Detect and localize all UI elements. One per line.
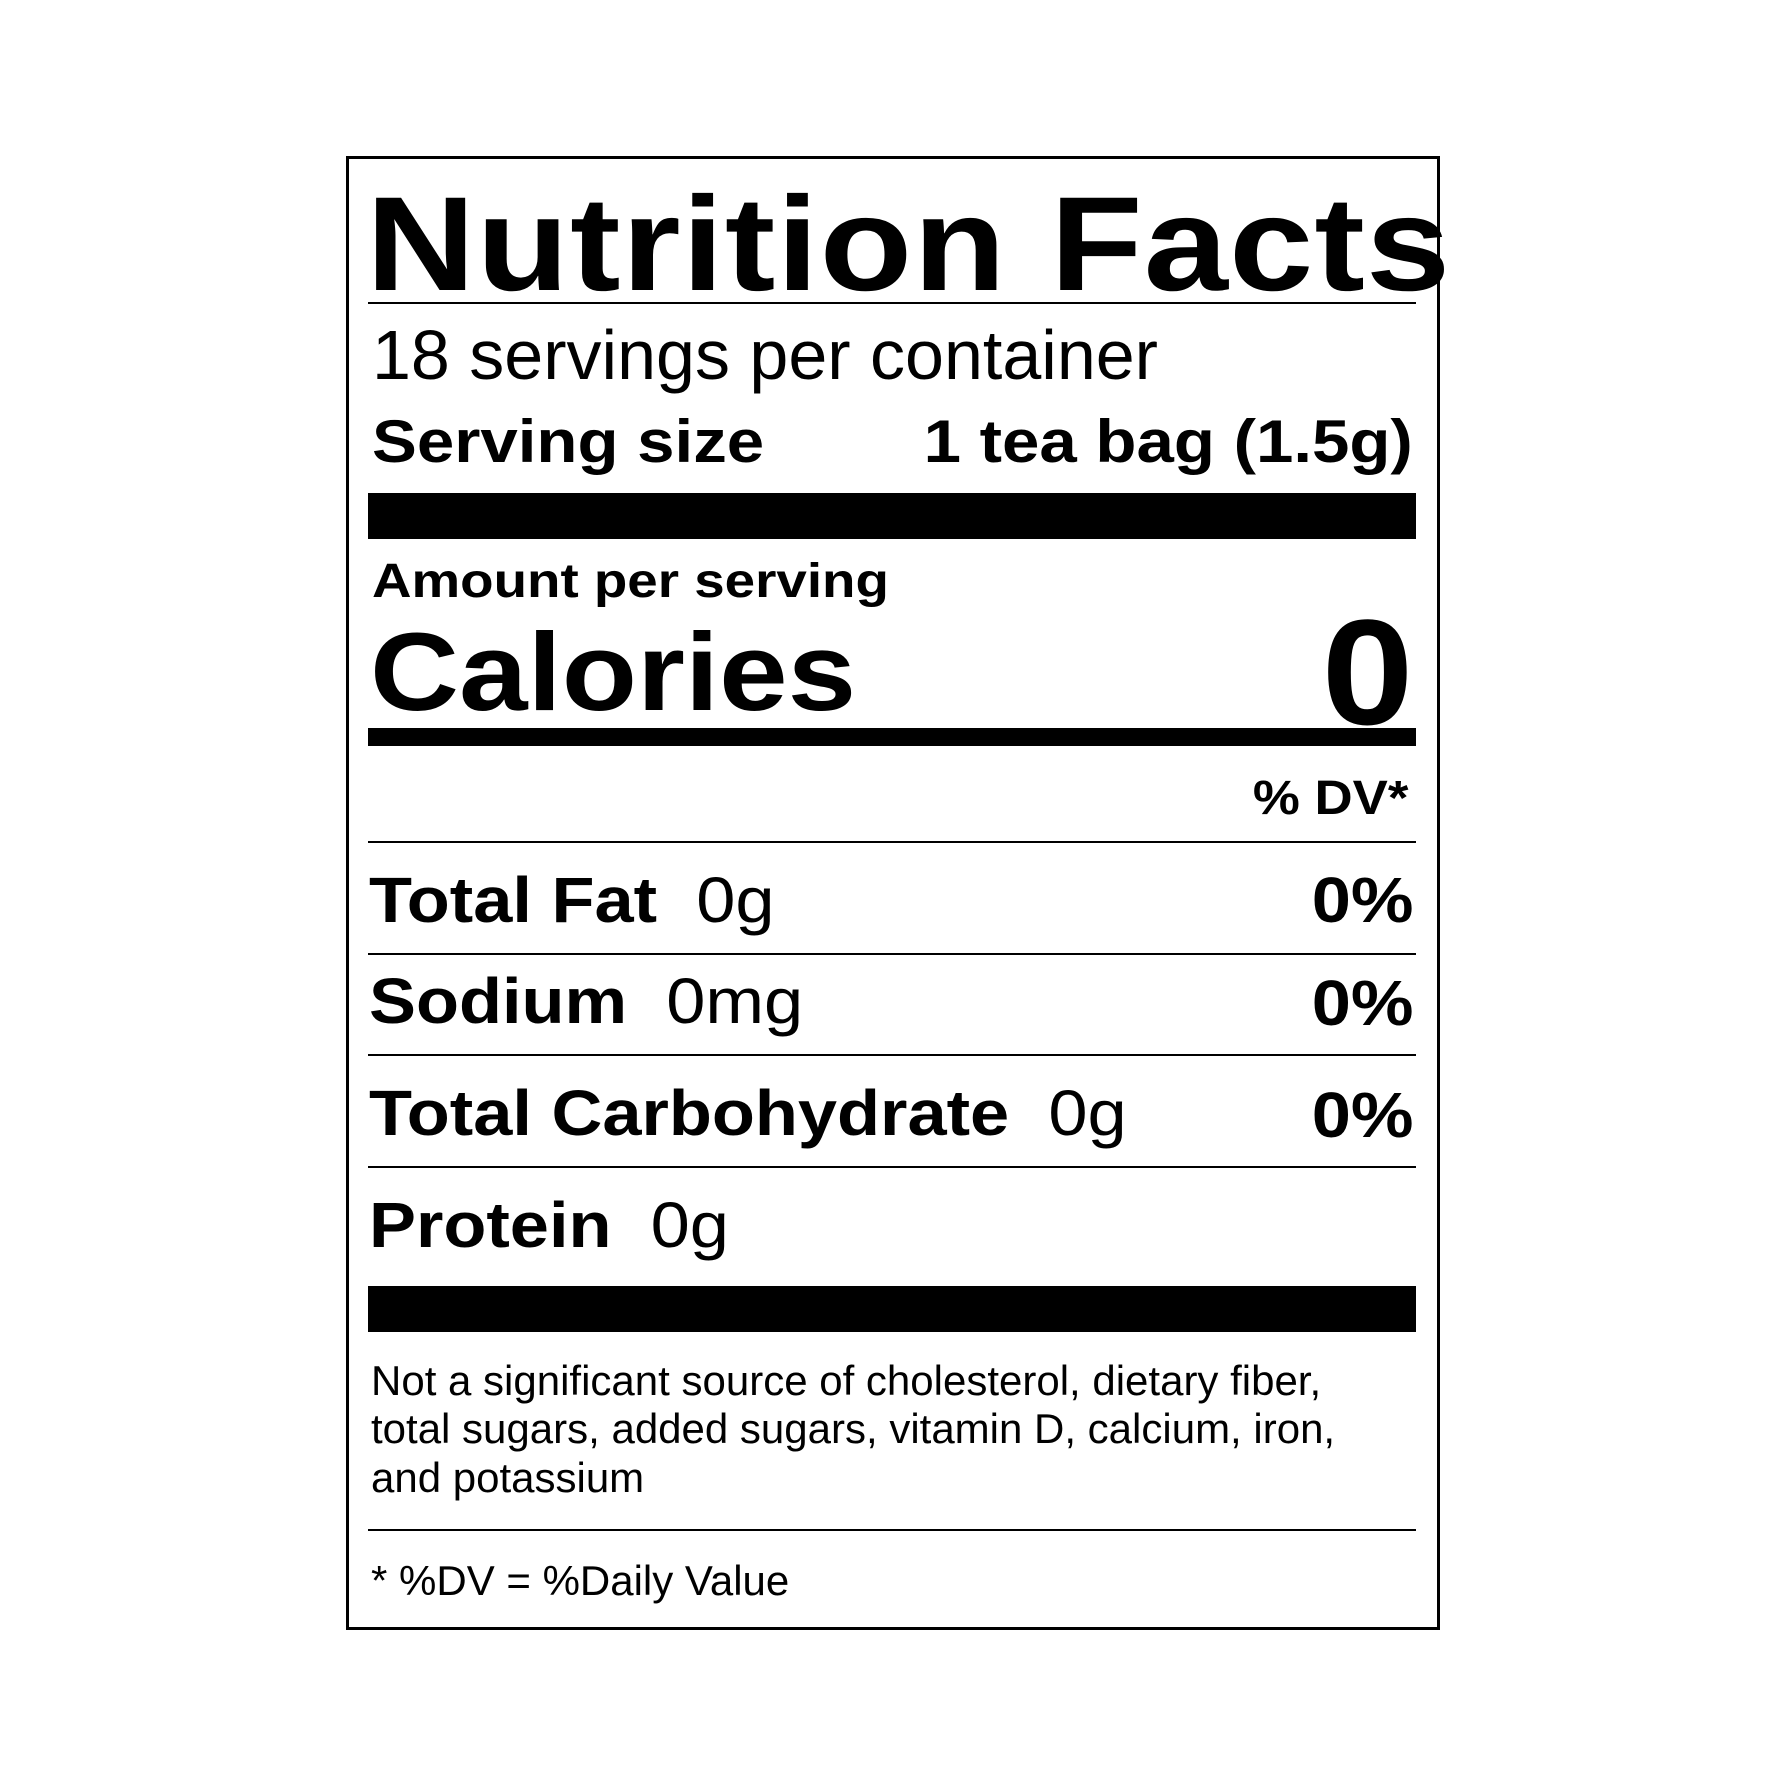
nutrient-line: Total Carbohydrate 0g bbox=[369, 1081, 1127, 1145]
calories-value: 0 bbox=[1321, 588, 1413, 756]
spacer bbox=[1009, 1077, 1048, 1149]
footnote-line: Not a significant source of cholesterol,… bbox=[371, 1357, 1322, 1404]
divider-thick bbox=[368, 1286, 1416, 1332]
divider-thin bbox=[368, 1529, 1416, 1531]
nutrient-amount: 0g bbox=[1048, 1077, 1127, 1149]
nutrient-name: Total Carbohydrate bbox=[369, 1077, 1010, 1149]
label-title: Nutrition Facts bbox=[366, 170, 1452, 319]
nutrient-line: Protein 0g bbox=[369, 1193, 729, 1257]
nutrient-name: Total Fat bbox=[369, 864, 658, 936]
servings-per-container: 18 servings per container bbox=[372, 316, 1158, 394]
spacer bbox=[657, 864, 696, 936]
nutrient-dv: 0% bbox=[1311, 864, 1413, 936]
dv-header: % DV* bbox=[1252, 772, 1408, 825]
serving-size-label: Serving size bbox=[372, 408, 765, 475]
nutrient-dv: 0% bbox=[1311, 967, 1413, 1039]
footnote-line: and potassium bbox=[371, 1454, 645, 1501]
divider-thin bbox=[368, 302, 1416, 304]
divider-medium bbox=[368, 728, 1416, 746]
footnote-line: total sugars, added sugars, vitamin D, c… bbox=[371, 1405, 1336, 1452]
nutrient-amount: 0g bbox=[650, 1189, 729, 1261]
nutrient-amount: 0g bbox=[696, 864, 775, 936]
nutrient-line: Sodium 0mg bbox=[369, 969, 803, 1033]
divider-thin bbox=[368, 841, 1416, 843]
nutrition-label-border bbox=[346, 156, 1440, 1630]
nutrient-name: Protein bbox=[369, 1189, 612, 1261]
calories-label: Calories bbox=[370, 611, 857, 734]
amount-per-serving: Amount per serving bbox=[372, 555, 889, 608]
nutrient-line: Total Fat 0g bbox=[369, 868, 775, 932]
divider-thin bbox=[368, 1166, 1416, 1168]
divider-thin bbox=[368, 953, 1416, 955]
spacer bbox=[612, 1189, 651, 1261]
nutrient-dv: 0% bbox=[1311, 1079, 1413, 1151]
nutrient-amount: 0mg bbox=[666, 965, 804, 1037]
divider-thin bbox=[368, 1054, 1416, 1056]
nutrient-name: Sodium bbox=[369, 965, 628, 1037]
serving-size-value: 1 tea bag (1.5g) bbox=[923, 408, 1413, 475]
dv-note: * %DV = %Daily Value bbox=[371, 1557, 790, 1604]
spacer bbox=[627, 965, 666, 1037]
divider-thick bbox=[368, 493, 1416, 539]
